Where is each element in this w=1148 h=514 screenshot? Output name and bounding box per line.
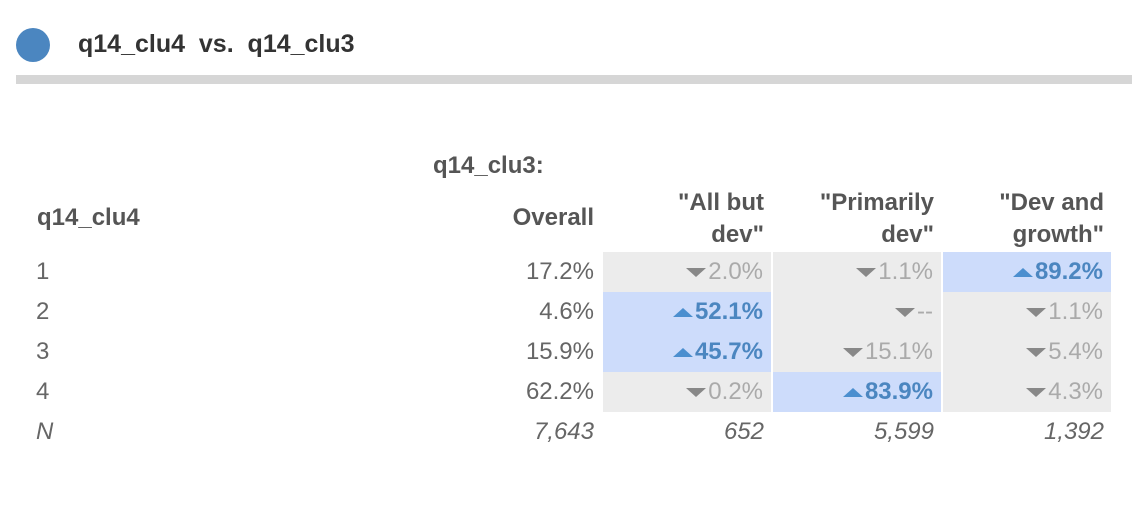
status-dot-icon (16, 28, 50, 62)
cell-value: 4.6% (539, 298, 594, 325)
cell-value: 62.2% (525, 378, 594, 405)
table-cell: 15.9% (430, 332, 594, 372)
table-cell: 4.6% (430, 292, 594, 332)
row-variable-label: q14_clu4 (37, 204, 140, 231)
n-cell: 652 (723, 418, 764, 445)
cell-value: 17.2% (525, 258, 594, 285)
table-cell: 0.2% (603, 372, 771, 412)
arrow-up-icon (1012, 268, 1033, 278)
table-cell: 89.2% (943, 252, 1111, 292)
table-cell: 15.1% (773, 332, 941, 372)
page-title: q14_clu4 vs. q14_clu3 (78, 30, 355, 58)
arrow-down-icon (686, 388, 707, 398)
column-group-label: q14_clu3: (433, 152, 544, 179)
header: q14_clu4 vs. q14_clu3 (16, 24, 1132, 84)
table-cell: 62.2% (430, 372, 594, 412)
column-header-2: "Primarily dev" (819, 189, 934, 248)
table-cell: 4.3% (943, 372, 1111, 412)
table-cell: 17.2% (430, 252, 594, 292)
row-label-n: N (36, 418, 54, 445)
column-header-0: Overall (512, 204, 594, 231)
column-header-3: "Dev and growth" (999, 189, 1104, 248)
arrow-down-icon (856, 268, 877, 278)
n-cell: 1,392 (1043, 418, 1104, 445)
cell-value: 83.9% (864, 378, 933, 405)
cell-value: 1.1% (1048, 298, 1103, 325)
cell-value: 52.1% (694, 298, 763, 325)
column-header-1: "All but dev" (677, 189, 764, 248)
cell-value: 89.2% (1034, 258, 1103, 285)
cell-value: -- (917, 298, 933, 325)
arrow-down-icon (1026, 348, 1047, 358)
row-label-2: 2 (36, 298, 50, 325)
cell-value: 45.7% (694, 338, 763, 365)
cell-value: 15.1% (864, 338, 933, 365)
cell-value: 1.1% (878, 258, 933, 285)
table-cell: 2.0% (603, 252, 771, 292)
table-cell: 1.1% (943, 292, 1111, 332)
table-cell: 52.1% (603, 292, 771, 332)
table-cell: 83.9% (773, 372, 941, 412)
row-label-3: 3 (36, 338, 50, 365)
arrow-up-icon (672, 308, 693, 318)
n-cell: 5,599 (873, 418, 934, 445)
row-label-1: 1 (36, 258, 50, 285)
arrow-down-icon (1026, 308, 1047, 318)
cell-value: 15.9% (525, 338, 594, 365)
table-cell: 1.1% (773, 252, 941, 292)
arrow-up-icon (842, 388, 863, 398)
table-cell: -- (773, 292, 941, 332)
arrow-down-icon (842, 348, 863, 358)
cell-value: 0.2% (708, 378, 763, 405)
arrow-down-icon (895, 308, 916, 318)
arrow-down-icon (1026, 388, 1047, 398)
row-label-4: 4 (36, 378, 50, 405)
table-cell: 45.7% (603, 332, 771, 372)
cell-value: 5.4% (1048, 338, 1103, 365)
table-cell: 5.4% (943, 332, 1111, 372)
cell-value: 4.3% (1048, 378, 1103, 405)
arrow-up-icon (672, 348, 693, 358)
cell-value: 2.0% (708, 258, 763, 285)
arrow-down-icon (686, 268, 707, 278)
n-cell: 7,643 (533, 418, 594, 445)
